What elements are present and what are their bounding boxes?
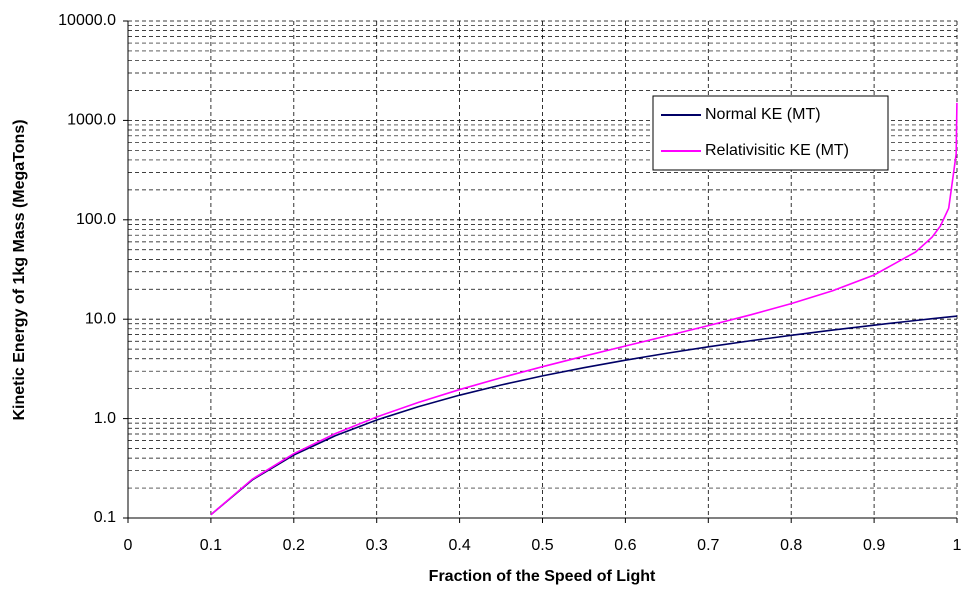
x-tick-label: 0.5	[531, 537, 553, 554]
legend-label: Normal KE (MT)	[705, 106, 821, 123]
legend-box	[652, 95, 889, 171]
x-axis-title: Fraction of the Speed of Light	[429, 568, 656, 585]
x-tick-label: 1	[953, 537, 962, 554]
x-tick-label: 0.2	[283, 537, 305, 554]
x-tick-label: 0.3	[366, 537, 388, 554]
legend-label: Relativisitic KE (MT)	[705, 142, 849, 159]
y-tick-label: 10000.0	[58, 12, 116, 29]
x-tick-label: 0.7	[697, 537, 719, 554]
x-tick-label: 0.1	[200, 537, 222, 554]
series-line	[210, 102, 958, 516]
y-tick-label: 1.0	[94, 410, 116, 427]
y-tick-label: 100.0	[76, 211, 116, 228]
series-line	[210, 315, 958, 516]
x-tick-label: 0.6	[614, 537, 636, 554]
x-tick-label: 0	[124, 537, 133, 554]
y-tick-label: 10.0	[85, 310, 116, 327]
x-tick-label: 0.4	[448, 537, 470, 554]
x-tick-label: 0.8	[780, 537, 802, 554]
x-tick-label: 0.9	[863, 537, 885, 554]
y-tick-label: 1000.0	[67, 112, 116, 129]
y-axis-title: Kinetic Energy of 1kg Mass (MegaTons)	[11, 119, 28, 420]
y-tick-label: 0.1	[94, 509, 116, 526]
